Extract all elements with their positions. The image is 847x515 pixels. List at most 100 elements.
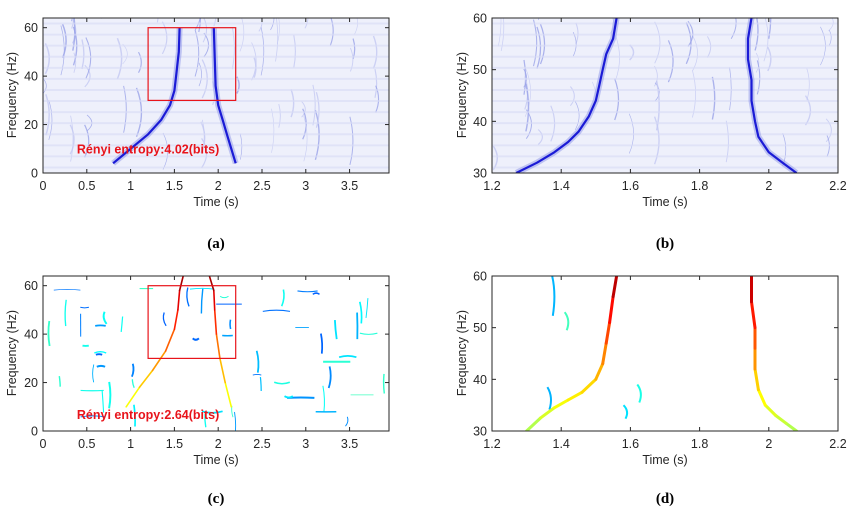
panel-b: 1.2 1.4 1.6 1.8 2 2.2 30 40 50 60 Time (s) Freque…	[455, 12, 847, 253]
axes-frame	[491, 17, 839, 174]
panel-b-plot-area	[492, 18, 838, 173]
texture-stroke	[116, 37, 123, 80]
x-tick-label: 3	[302, 179, 309, 193]
y-tick-label: 50	[473, 321, 487, 335]
texture-stroke	[94, 351, 107, 354]
panel-b-ylabel: Frequency (Hz)	[455, 52, 469, 138]
x-tick-label: 2.5	[253, 179, 270, 193]
texture-blob	[546, 386, 552, 410]
texture-stroke	[239, 18, 245, 52]
panel-a-annotation: Rényi entropy:4.02(bits)	[77, 143, 219, 157]
ridge-line-1	[515, 18, 618, 173]
x-tick-label: 0.5	[78, 437, 95, 451]
ridge-segment	[552, 398, 570, 410]
texture-stroke	[84, 124, 90, 158]
ridge-segment	[566, 390, 584, 402]
texture-stroke	[575, 22, 579, 44]
texture-stroke	[828, 18, 834, 32]
ridge-segment	[601, 341, 608, 366]
texture-stroke	[252, 374, 262, 376]
texture-stroke	[320, 333, 324, 354]
texture-stroke	[192, 337, 200, 341]
texture-stroke	[273, 381, 291, 385]
texture-stroke	[162, 132, 169, 170]
texture-stroke	[58, 375, 61, 387]
texture-blob	[563, 311, 570, 331]
texture-stroke	[186, 287, 190, 307]
panel-c-ridges	[125, 276, 233, 408]
panel-d-ridges	[525, 276, 798, 431]
panel-a: Rényi entropy:4.02(bits) 0 0.5 1 1.5 2 2.5 3 3.…	[5, 17, 390, 252]
y-tick-label: 30	[473, 425, 487, 439]
texture-stroke	[137, 51, 142, 73]
ridge-segment	[208, 276, 215, 292]
x-tick-label: 2	[215, 437, 222, 451]
axes-frame	[42, 17, 390, 174]
ridge-segment	[594, 362, 605, 381]
texture-stroke	[365, 298, 369, 318]
texture-stroke	[198, 62, 202, 87]
texture-stroke	[653, 116, 660, 165]
texture-stroke	[200, 121, 206, 154]
x-tick-label: 0	[40, 179, 47, 193]
texture-stroke	[303, 116, 308, 162]
axes-frame	[491, 275, 839, 432]
panel-c-ylabel: Frequency (Hz)	[5, 310, 19, 396]
texture-stroke	[156, 18, 159, 23]
texture-stroke	[359, 332, 378, 335]
panel-c-annotation: Rényi entropy:2.64(bits)	[77, 408, 219, 422]
x-tick-label: 1.4	[553, 437, 570, 451]
y-tick-label: 0	[31, 167, 38, 181]
texture-stroke	[284, 395, 294, 399]
ridge-segment	[151, 350, 167, 372]
panel-d-caption: (d)	[656, 491, 674, 507]
texture-stroke	[219, 295, 229, 299]
x-tick-label: 1.8	[691, 179, 708, 193]
ridge-segment	[215, 333, 221, 360]
ridge-segment	[125, 386, 141, 408]
y-tick-label: 40	[473, 115, 487, 129]
ridge-segment	[784, 421, 798, 431]
texture-stroke	[349, 47, 354, 72]
texture-blob	[636, 383, 642, 403]
panel-a-ylabel: Frequency (Hz)	[5, 52, 19, 138]
texture-stroke	[53, 288, 81, 291]
texture-stroke	[70, 115, 74, 162]
x-tick-label: 1.5	[166, 437, 183, 451]
texture-stroke	[234, 411, 237, 431]
x-tick-label: 2	[765, 179, 772, 193]
texture-stroke	[312, 292, 320, 295]
ridge-segment	[611, 276, 619, 299]
panel-d-texture	[546, 276, 642, 420]
texture-stroke	[615, 34, 620, 81]
texture-stroke	[755, 52, 760, 73]
texture-blob	[551, 276, 556, 316]
ridge-segment	[219, 357, 226, 384]
x-tick-label: 1.6	[622, 179, 639, 193]
ridge-segment	[177, 289, 181, 311]
panel-b-texture	[492, 18, 838, 171]
x-tick-label: 2	[215, 179, 222, 193]
texture-stroke	[101, 389, 105, 413]
texture-stroke	[69, 124, 75, 155]
panel-c-highlight-box	[147, 285, 237, 360]
texture-stroke	[345, 416, 349, 427]
ridge-segment	[224, 381, 233, 408]
texture-stroke	[102, 311, 108, 325]
panel-c-xlabel: Time (s)	[193, 453, 238, 467]
texture-stroke	[47, 320, 51, 347]
texture-stroke	[539, 23, 546, 65]
texture-stroke	[92, 364, 95, 383]
texture-stroke	[574, 100, 580, 131]
texture-stroke	[239, 133, 243, 160]
ridge-segment	[178, 276, 184, 292]
texture-stroke	[358, 301, 363, 324]
panel-c-caption: (c)	[208, 491, 225, 507]
x-tick-label: 1.2	[483, 179, 500, 193]
y-tick-label: 20	[24, 376, 38, 390]
y-tick-label: 30	[473, 167, 487, 181]
x-tick-label: 1.2	[483, 437, 500, 451]
panel-d-axes: 1.2 1.4 1.6 1.8 2 2.2 30 40 50 60	[473, 270, 847, 452]
texture-stroke	[290, 89, 295, 118]
